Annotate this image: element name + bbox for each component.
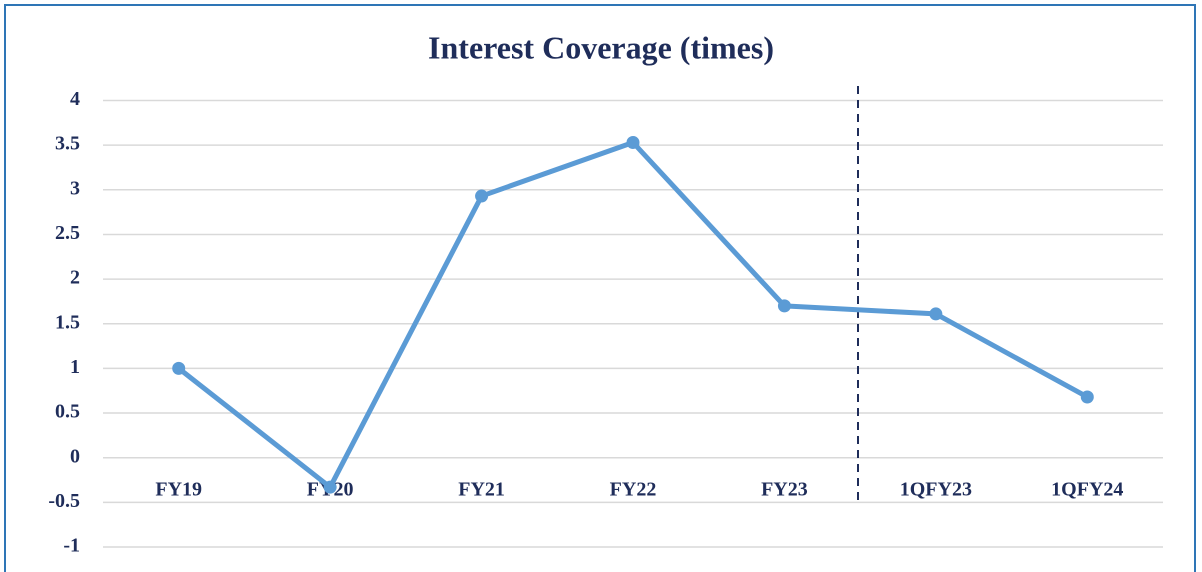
y-tick-label: 0.5 (55, 401, 80, 423)
x-tick-label: 1QFY24 (1051, 478, 1123, 500)
x-tick-label: FY23 (761, 478, 808, 500)
x-tick-label: 1QFY23 (900, 478, 972, 500)
y-tick-label: 1.5 (55, 311, 80, 333)
y-tick-label: 3 (70, 177, 80, 199)
y-tick-label: 3.5 (55, 133, 80, 155)
y-tick-label: 2.5 (55, 222, 80, 244)
point (929, 307, 943, 321)
point (777, 299, 791, 313)
point (323, 480, 337, 494)
y-tick-label: 0 (70, 445, 80, 467)
point (1080, 390, 1094, 404)
x-tick-label: FY22 (610, 478, 657, 500)
chart-frame (4, 4, 1196, 572)
y-tick-label: 2 (70, 267, 80, 289)
y-tick-label: -1 (63, 535, 80, 557)
y-tick-label: 1 (70, 356, 80, 378)
y-tick-label: 4 (70, 88, 80, 110)
chart-title: Interest Coverage (times) (428, 29, 774, 65)
point (626, 135, 640, 149)
point (475, 189, 489, 203)
x-tick-label: FY21 (458, 478, 505, 500)
x-tick-label: FY19 (155, 478, 202, 500)
y-tick-label: -0.5 (48, 490, 80, 512)
point (172, 361, 186, 375)
